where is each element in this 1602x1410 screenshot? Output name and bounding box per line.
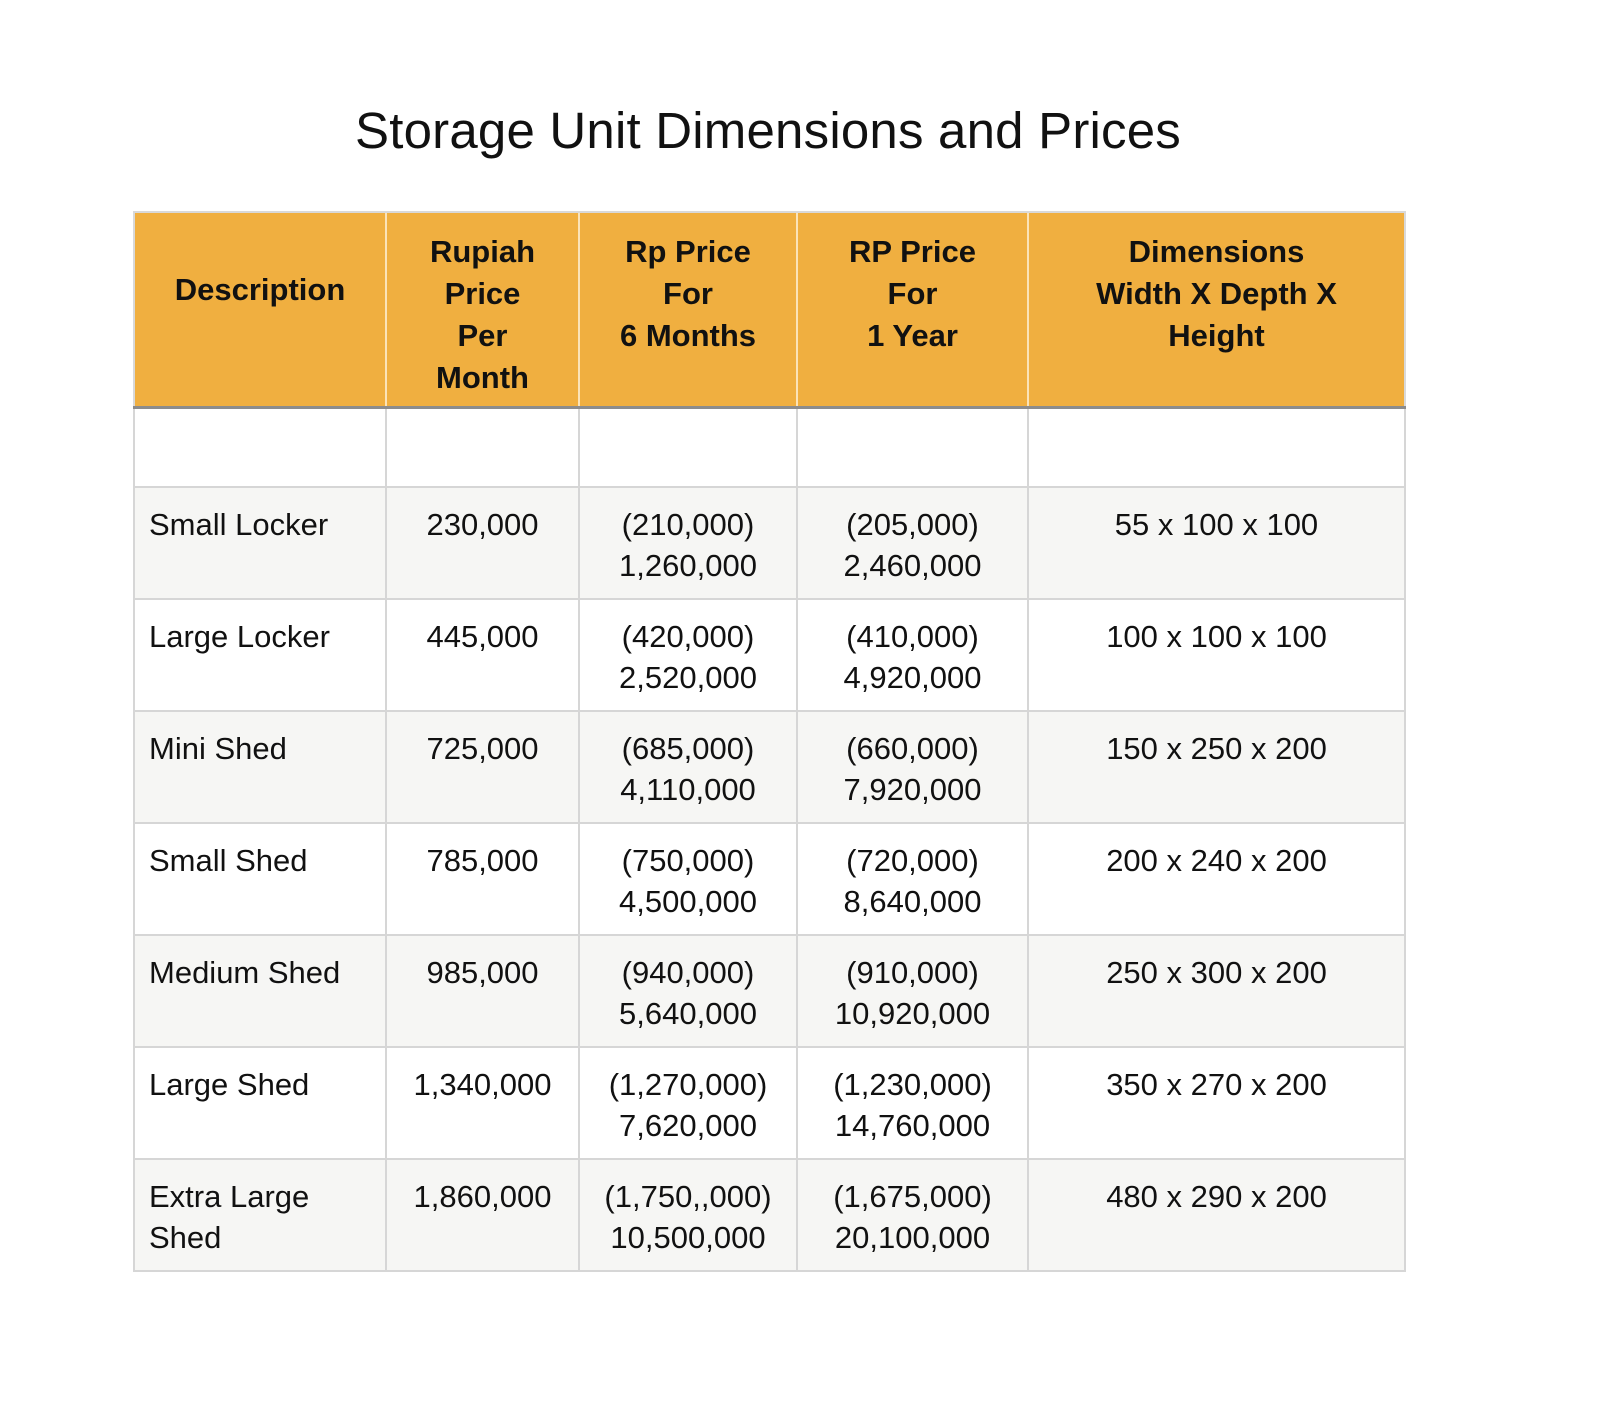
description-cell: Large Shed	[133, 1046, 387, 1160]
table-row: Large Shed 1,340,000 (1,270,000) 7,620,0…	[133, 1046, 1406, 1160]
price-6-months-cell: (1,270,000) 7,620,000	[578, 1046, 798, 1160]
description-cell: Mini Shed	[133, 710, 387, 824]
price-per-month-cell: 230,000	[385, 486, 580, 600]
table-row: Large Locker 445,000 (420,000) 2,520,000…	[133, 598, 1406, 712]
price-6-months-cell: (685,000) 4,110,000	[578, 710, 798, 824]
price-1-year-cell: (205,000) 2,460,000	[796, 486, 1029, 600]
empty-cell	[578, 406, 798, 488]
table-row: Mini Shed 725,000 (685,000) 4,110,000 (6…	[133, 710, 1406, 824]
table-row: Small Shed 785,000 (750,000) 4,500,000 (…	[133, 822, 1406, 936]
price-1-year-cell: (410,000) 4,920,000	[796, 598, 1029, 712]
price-6-months-cell: (940,000) 5,640,000	[578, 934, 798, 1048]
header-price-per-month: Rupiah Price Per Month	[385, 211, 579, 409]
description-cell: Medium Shed	[133, 934, 387, 1048]
header-price-6-months: Rp Price For 6 Months	[578, 211, 797, 409]
empty-cell	[385, 406, 580, 488]
price-6-months-cell: (210,000) 1,260,000	[578, 486, 798, 600]
table-row: Extra Large Shed 1,860,000 (1,750,,000) …	[133, 1158, 1406, 1272]
dimensions-cell: 350 x 270 x 200	[1027, 1046, 1406, 1160]
price-per-month-cell: 1,340,000	[385, 1046, 580, 1160]
header-row: Description Rupiah Price Per Month Rp Pr…	[133, 211, 1406, 409]
dimensions-cell: 200 x 240 x 200	[1027, 822, 1406, 936]
header-dimensions: Dimensions Width X Depth X Height	[1027, 211, 1406, 409]
header-description: Description	[133, 211, 386, 409]
table-row: Small Locker 230,000 (210,000) 1,260,000…	[133, 486, 1406, 600]
empty-row	[133, 406, 1406, 488]
price-6-months-cell: (420,000) 2,520,000	[578, 598, 798, 712]
description-cell: Large Locker	[133, 598, 387, 712]
table-header: Description Rupiah Price Per Month Rp Pr…	[133, 211, 1406, 409]
table-row: Medium Shed 985,000 (940,000) 5,640,000 …	[133, 934, 1406, 1048]
empty-cell	[1027, 406, 1406, 488]
price-1-year-cell: (910,000) 10,920,000	[796, 934, 1029, 1048]
price-6-months-cell: (750,000) 4,500,000	[578, 822, 798, 936]
description-cell: Small Shed	[133, 822, 387, 936]
table-body: Small Locker 230,000 (210,000) 1,260,000…	[133, 406, 1406, 1272]
price-per-month-cell: 1,860,000	[385, 1158, 580, 1272]
page-title: Storage Unit Dimensions and Prices	[354, 102, 1181, 159]
price-per-month-cell: 785,000	[385, 822, 580, 936]
dimensions-cell: 250 x 300 x 200	[1027, 934, 1406, 1048]
price-1-year-cell: (1,675,000) 20,100,000	[796, 1158, 1029, 1272]
price-1-year-cell: (720,000) 8,640,000	[796, 822, 1029, 936]
price-per-month-cell: 445,000	[385, 598, 580, 712]
description-cell: Small Locker	[133, 486, 387, 600]
price-1-year-cell: (660,000) 7,920,000	[796, 710, 1029, 824]
description-cell: Extra Large Shed	[133, 1158, 387, 1272]
price-per-month-cell: 985,000	[385, 934, 580, 1048]
dimensions-cell: 100 x 100 x 100	[1027, 598, 1406, 712]
empty-cell	[796, 406, 1029, 488]
dimensions-cell: 480 x 290 x 200	[1027, 1158, 1406, 1272]
empty-cell	[133, 406, 387, 488]
price-per-month-cell: 725,000	[385, 710, 580, 824]
dimensions-cell: 55 x 100 x 100	[1027, 486, 1406, 600]
header-price-1-year: RP Price For 1 Year	[796, 211, 1028, 409]
price-6-months-cell: (1,750,,000) 10,500,000	[578, 1158, 798, 1272]
storage-price-table: Description Rupiah Price Per Month Rp Pr…	[133, 211, 1406, 1272]
dimensions-cell: 150 x 250 x 200	[1027, 710, 1406, 824]
price-1-year-cell: (1,230,000) 14,760,000	[796, 1046, 1029, 1160]
